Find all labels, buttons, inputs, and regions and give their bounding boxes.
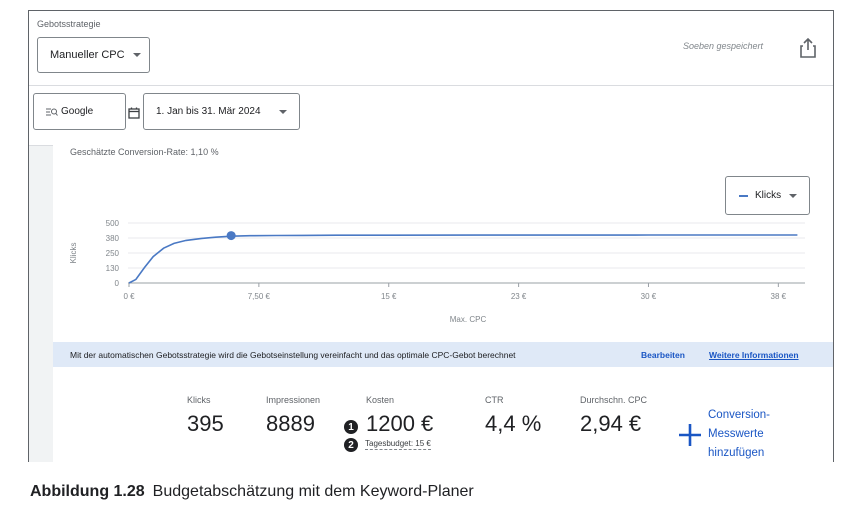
keyword-planner-window: Gebotsstrategie Manueller CPC Soeben ges… [28,10,834,462]
metric-value: Klicks [755,190,782,201]
chevron-down-icon [132,53,141,57]
marker-badge-2: 2 [344,438,358,452]
y-tick-label: 250 [106,249,120,258]
x-tick-label: 23 € [511,292,527,301]
y-tick-label: 0 [115,279,120,288]
date-range-value: 1. Jan bis 31. Mär 2024 [156,106,261,117]
search-network-icon [46,108,58,116]
chevron-down-icon [789,193,798,198]
y-axis-ticks: 500 380 250 130 0 [106,219,120,288]
saved-status: Soeben gespeichert [682,41,763,51]
highlight-point[interactable] [226,231,236,241]
avg-cpc-value: 2,94 € [580,411,642,436]
plus-icon[interactable] [677,422,703,448]
clicks-value: 395 [187,411,224,436]
figure-text: Budgetabschätzung mit dem Keyword-Planer [152,483,474,500]
figure-label: Abbildung 1.28 [30,483,145,500]
avg-cpc-label: Durchschn. CPC [580,395,648,405]
bid-strategy-dropdown[interactable]: Manueller CPC [37,37,150,73]
network-dropdown[interactable]: Google [33,93,126,130]
y-tick-label: 380 [106,234,120,243]
header-divider [29,85,833,86]
forecast-card: Geschätzte Conversion-Rate: 1,10 % Klick… [53,145,833,462]
date-range-dropdown[interactable]: 1. Jan bis 31. Mär 2024 [143,93,300,130]
clicks-label: Klicks [187,395,211,405]
daily-budget[interactable]: Tagesbudget: 15 € [365,439,431,450]
header-section: Gebotsstrategie Manueller CPC Soeben ges… [29,11,833,146]
bid-strategy-label: Gebotsstrategie [37,19,101,29]
edit-link[interactable]: Bearbeiten [641,349,685,360]
calendar-icon[interactable] [128,107,140,119]
impressions-value: 8889 [266,411,315,436]
bid-strategy-value: Manueller CPC [50,49,125,61]
info-text: Mit der automatischen Gebotsstrategie wi… [70,349,516,360]
network-value: Google [61,106,94,117]
chevron-down-icon [279,110,287,114]
cost-value: 1200 € [366,411,434,436]
x-tick-label: 15 € [381,292,397,301]
y-axis-label: Klicks [69,243,78,264]
add-conversion-metrics-link[interactable]: Conversion-Messwerte hinzufügen [708,409,770,459]
cost-label: Kosten [366,395,395,405]
x-tick-label: 38 € [771,292,787,301]
more-info-link[interactable]: Weitere Informationen [709,349,799,360]
ctr-value: 4,4 % [485,411,542,436]
conversion-rate-text: Geschätzte Conversion-Rate: 1,10 % [70,147,219,157]
x-tick-label: 30 € [641,292,657,301]
clicks-series-line [128,234,798,284]
marker-badge-1: 1 [344,420,358,434]
info-banner: Mit der automatischen Gebotsstrategie wi… [53,342,833,367]
share-icon[interactable] [799,37,817,59]
ctr-label: CTR [485,395,504,405]
x-tick-label: 7,50 € [248,292,271,301]
y-tick-label: 500 [106,219,120,228]
x-tick-label: 0 € [123,292,135,301]
chart-grid [128,222,805,284]
series-swatch [739,194,748,197]
metric-dropdown[interactable]: Klicks [725,176,810,215]
x-axis-ticks: 0 € 7,50 € 15 € 23 € 30 € 38 € [123,283,787,301]
figure-caption: Abbildung 1.28 Budgetabschätzung mit dem … [30,483,474,501]
impressions-label: Impressionen [266,395,321,405]
y-tick-label: 130 [106,264,120,273]
x-axis-label: Max. CPC [450,315,487,324]
